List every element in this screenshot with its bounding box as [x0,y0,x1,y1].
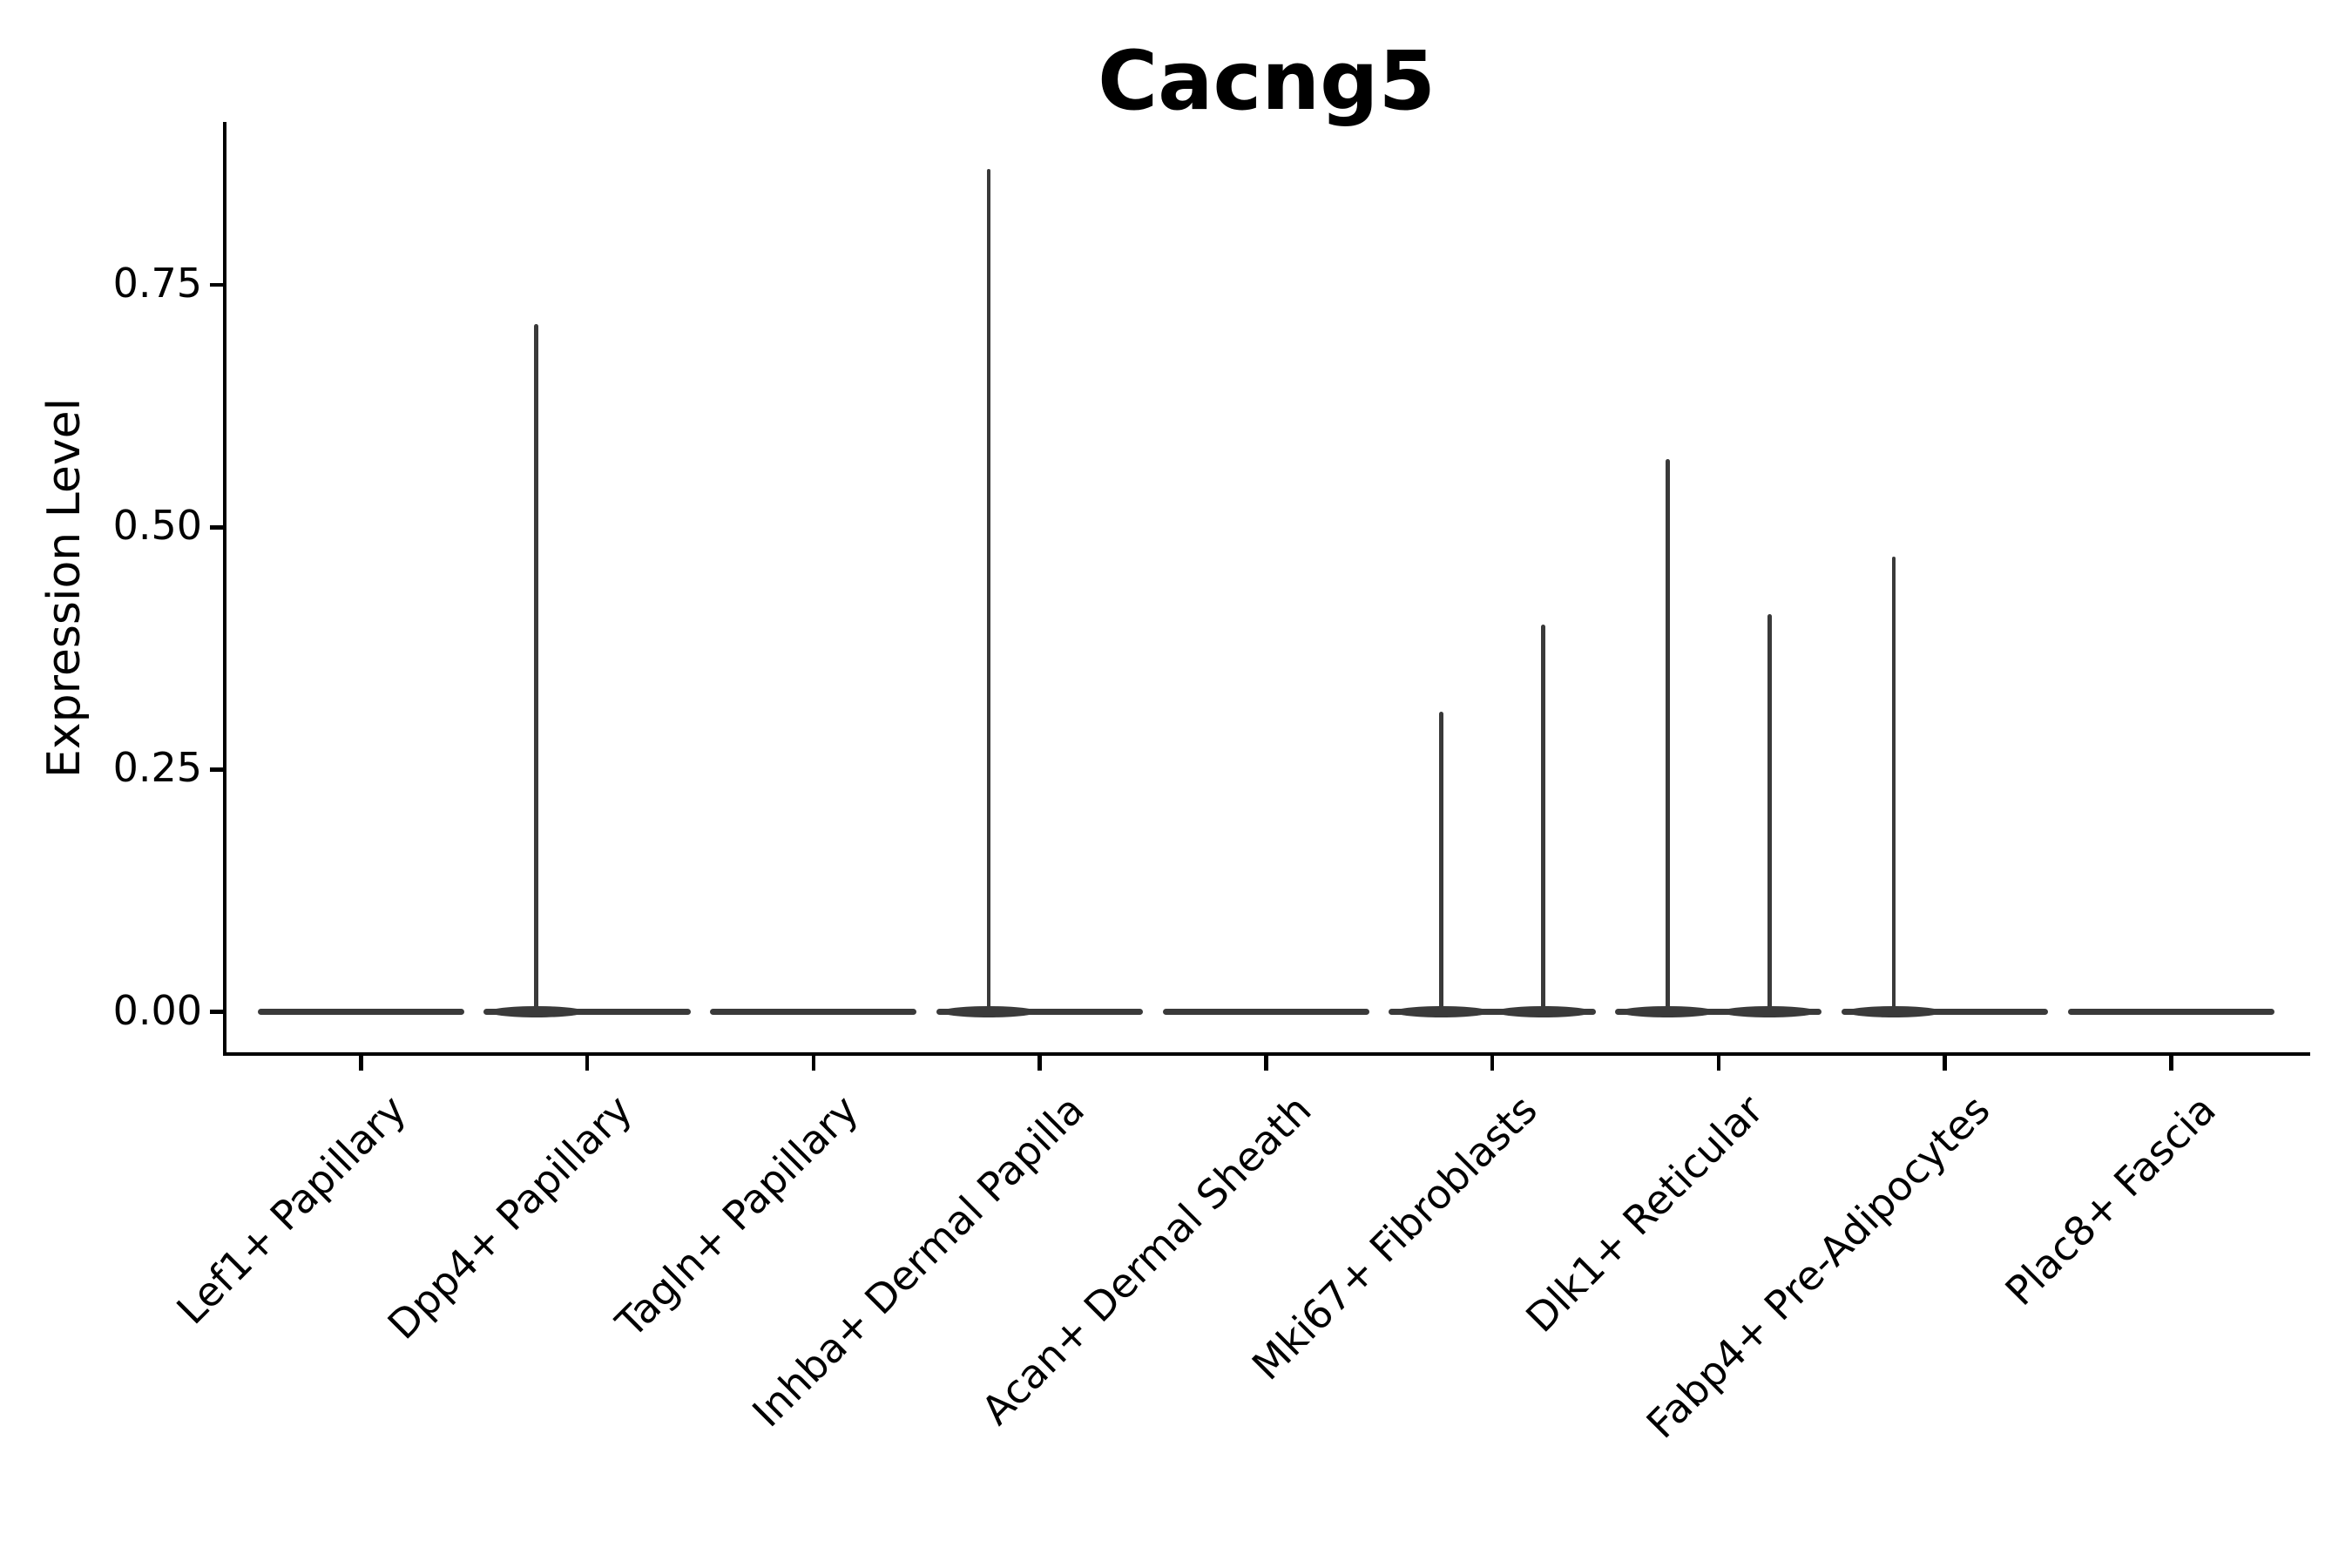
violin-max-spike [1767,614,1772,1012]
violin-max-spike [1541,624,1545,1012]
x-tick-label: Dpp4+ Papillary [378,1085,641,1348]
y-tick-label: 0.50 [112,502,202,550]
x-tick-mark [2169,1056,2173,1071]
violin-density-bump [941,1006,1037,1017]
violin-baseline [1162,1009,1369,1015]
violin-density-bump [1721,1006,1818,1017]
violin-baseline [483,1009,691,1015]
y-tick-mark [210,282,225,287]
x-tick-label: Tagln+ Papillary [606,1085,868,1347]
y-tick-mark [210,1010,225,1014]
violin-max-spike [1439,711,1443,1012]
violin-baseline [1841,1009,2049,1015]
violin-density-bump [488,1006,585,1017]
x-tick-mark [1264,1056,1268,1071]
x-tick-label: Plac8+ Fascia [1996,1085,2226,1315]
violin-density-bump [1619,1006,1716,1017]
violin-baseline [1389,1009,1596,1015]
violin-density-bump [1495,1006,1592,1017]
violin-max-spike [1666,459,1670,1012]
violin-max-spike [534,323,538,1012]
violin-baseline [1615,1009,1822,1015]
y-tick-mark [210,767,225,772]
violin-baseline [2067,1009,2274,1015]
x-tick-mark [1037,1056,1042,1071]
y-tick-label: 0.00 [112,986,202,1034]
x-tick-mark [585,1056,590,1071]
violin-max-spike [1891,556,1896,1012]
x-tick-mark [1716,1056,1720,1071]
y-tick-label: 0.25 [112,744,202,792]
y-axis-line [222,122,226,1056]
violin-density-bump [1846,1006,1942,1017]
x-tick-mark [359,1056,363,1071]
y-tick-label: 0.75 [112,260,202,308]
chart-title: Cacng5 [1098,34,1436,129]
violin-density-bump [1393,1006,1490,1017]
x-axis-line [222,1051,2310,1056]
x-tick-label: Lef1+ Papillary [167,1085,416,1334]
y-tick-mark [210,525,225,530]
violin-baseline [257,1009,464,1015]
x-tick-mark [1490,1056,1495,1071]
violin-baseline [710,1009,917,1015]
violin-max-spike [986,168,991,1012]
x-tick-mark [811,1056,815,1071]
x-tick-mark [1943,1056,1947,1071]
x-tick-label: Dlk1+ Reticular [1517,1085,1773,1342]
violin-baseline [936,1009,1144,1015]
y-axis-title: Expression Level [38,397,91,779]
